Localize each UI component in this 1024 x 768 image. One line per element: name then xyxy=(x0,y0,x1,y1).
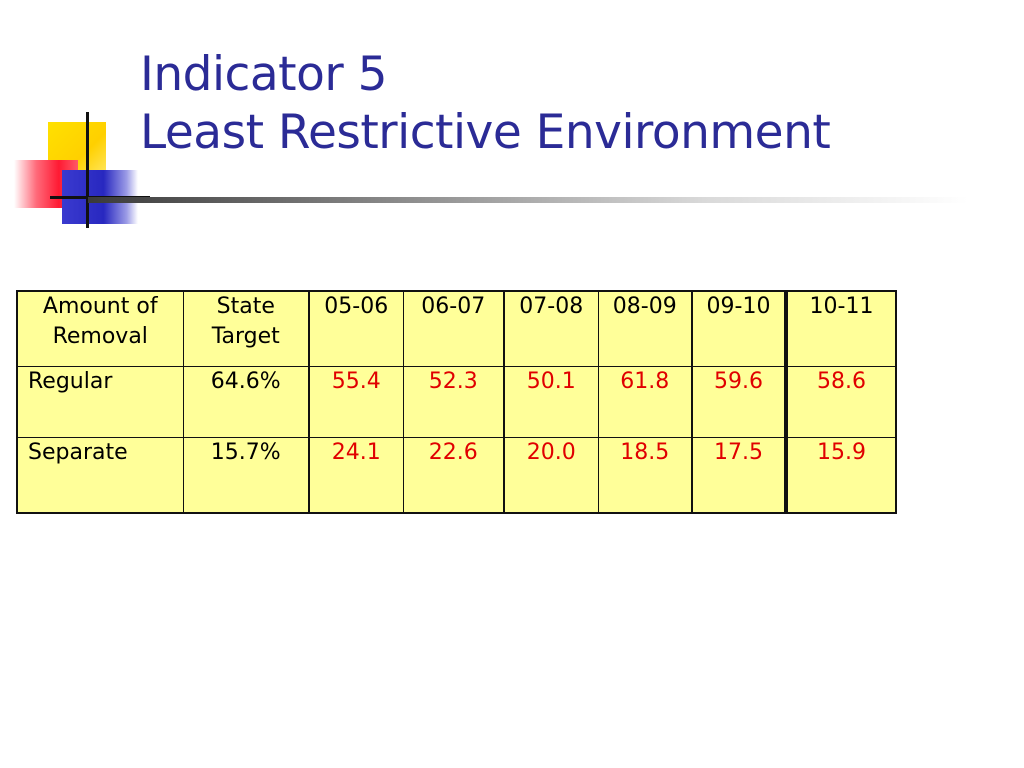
year-header: 08-09 xyxy=(597,290,693,367)
title-underline xyxy=(88,197,968,203)
table-header-row: 05-06 06-07 xyxy=(308,290,505,367)
year-header: 07-08 xyxy=(503,290,599,367)
table-row: 17.5 xyxy=(691,437,786,514)
table-header-row: 07-08 08-09 xyxy=(503,290,693,367)
slide-title: Indicator 5 Least Restrictive Environmen… xyxy=(140,46,831,162)
years-table-4: 10-11 58.6 15.9 xyxy=(786,290,897,514)
year-header: 10-11 xyxy=(786,290,897,367)
years-table-1: 05-06 06-07 55.4 52.3 24.1 22.6 xyxy=(308,290,505,514)
value-cell: 59.6 xyxy=(691,366,786,438)
vertical-line-decoration xyxy=(86,112,89,228)
year-header: 06-07 xyxy=(402,290,505,367)
year-header: 09-10 xyxy=(691,290,786,367)
value-cell: 17.5 xyxy=(691,437,786,514)
title-line-2: Least Restrictive Environment xyxy=(140,105,831,160)
value-cell: 15.9 xyxy=(786,437,897,514)
table-header-row: 10-11 xyxy=(786,290,897,367)
row-label-separate: Separate xyxy=(16,437,184,514)
removal-target-table: Amount of Removal State Target Regular 6… xyxy=(16,290,310,514)
value-cell: 52.3 xyxy=(402,366,505,438)
table-header-row: 09-10 xyxy=(691,290,786,367)
row-label-regular: Regular xyxy=(16,366,184,438)
table-row: Regular 64.6% xyxy=(16,366,310,438)
year-header: 05-06 xyxy=(308,290,404,367)
value-cell: 24.1 xyxy=(308,437,404,514)
table-header-row: Amount of Removal State Target xyxy=(16,290,310,367)
header-state-target: State Target xyxy=(182,290,310,367)
header-amount-of-removal: Amount of Removal xyxy=(16,290,184,367)
corner-decoration xyxy=(0,0,160,240)
years-table-2: 07-08 08-09 50.1 61.8 20.0 18.5 xyxy=(503,290,693,514)
value-cell: 58.6 xyxy=(786,366,897,438)
value-cell: 61.8 xyxy=(597,366,693,438)
value-cell: 20.0 xyxy=(503,437,599,514)
table-row: 15.9 xyxy=(786,437,897,514)
value-cell: 50.1 xyxy=(503,366,599,438)
value-cell: 22.6 xyxy=(402,437,505,514)
value-cell: 55.4 xyxy=(308,366,404,438)
years-table-3: 09-10 59.6 17.5 xyxy=(691,290,786,514)
table-row: 50.1 61.8 xyxy=(503,366,693,438)
table-row: 20.0 18.5 xyxy=(503,437,693,514)
table-row: 55.4 52.3 xyxy=(308,366,505,438)
target-regular: 64.6% xyxy=(182,366,310,438)
value-cell: 18.5 xyxy=(597,437,693,514)
table-row: 59.6 xyxy=(691,366,786,438)
table-row: 58.6 xyxy=(786,366,897,438)
table-row: Separate 15.7% xyxy=(16,437,310,514)
table-row: 24.1 22.6 xyxy=(308,437,505,514)
title-line-1: Indicator 5 xyxy=(140,47,388,102)
target-separate: 15.7% xyxy=(182,437,310,514)
